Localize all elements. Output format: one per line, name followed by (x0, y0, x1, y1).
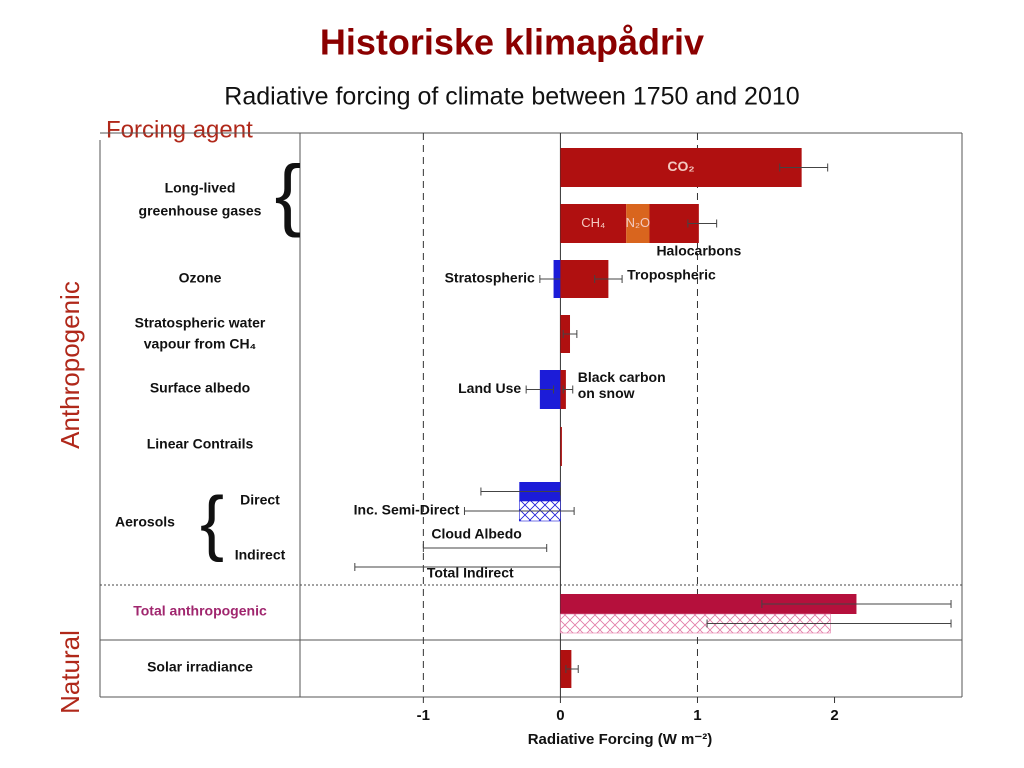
row-label: Linear Contrails (147, 436, 254, 452)
row-label: vapour from CH₄ (144, 336, 256, 352)
item-label: Cloud Albedo (431, 526, 521, 542)
segment-label: N₂O (626, 215, 651, 230)
x-axis-title: Radiative Forcing (W m⁻²) (528, 731, 713, 748)
segment-label: Halocarbons (656, 243, 741, 259)
item-label: Inc. Semi-Direct (354, 502, 460, 518)
bar (560, 427, 562, 466)
x-tick-label: 1 (693, 707, 701, 724)
bar (560, 594, 857, 614)
row-label: Ozone (179, 270, 222, 286)
item-label: Black carbon (578, 369, 666, 385)
row-label: greenhouse gases (139, 203, 262, 219)
item-label: Tropospheric (627, 267, 716, 283)
item-label: Total Indirect (427, 565, 514, 581)
x-tick-label: -1 (417, 707, 430, 724)
row-label: Solar irradiance (147, 659, 253, 675)
brace: { (275, 149, 302, 238)
row-sublabel: Indirect (235, 547, 286, 563)
bar (560, 148, 802, 187)
item-label: Stratospheric (445, 270, 535, 286)
row-label: Aerosols (115, 514, 175, 530)
row-label: Surface albedo (150, 380, 250, 396)
item-label: Land Use (458, 380, 521, 396)
row-label: Total anthropogenic (133, 603, 267, 619)
x-tick-label: 2 (830, 707, 838, 724)
slide-title: Historiske klimapådriv (320, 22, 704, 63)
group-label: Natural (55, 630, 85, 714)
group-label: Anthropogenic (55, 281, 85, 449)
item-label: on snow (578, 385, 635, 401)
segment-label: CH₄ (581, 215, 605, 230)
bar-segment (626, 204, 650, 243)
y-axis-title: Forcing agent (106, 116, 253, 143)
chart-title: Radiative forcing of climate between 175… (224, 83, 799, 111)
item-label: CO₂ (667, 158, 694, 174)
row-sublabel: Direct (240, 492, 280, 508)
x-tick-label: 0 (556, 707, 564, 724)
bar-segment (560, 204, 627, 243)
row-label: Stratospheric water (135, 315, 266, 331)
brace: { (200, 483, 224, 563)
row-label: Long-lived (165, 180, 236, 196)
